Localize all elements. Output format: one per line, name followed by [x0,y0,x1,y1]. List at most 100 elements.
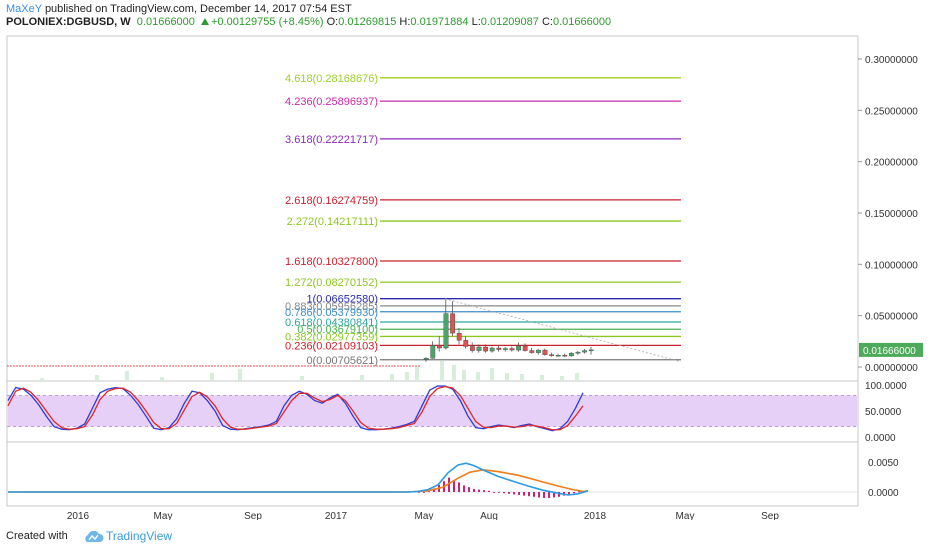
candle-body [503,348,508,350]
candle-body [536,349,541,353]
volume-bar [210,373,214,381]
volume-bar [452,365,456,381]
tradingview-cloud-icon[interactable] [82,530,104,544]
time-axis-label: 2018 [584,511,607,520]
volume-bar [440,361,444,381]
macd-histogram-bar [488,490,490,492]
candle-body [456,332,462,341]
time-axis-label: Sep [761,511,779,520]
high-label: H: [399,16,411,28]
macd-histogram-bar [523,492,525,496]
candle-body [555,354,561,357]
fib-label: 4.618(0.28168676) [285,73,378,85]
time-axis-label: May [154,511,173,520]
tradingview-brand[interactable]: TradingView [106,529,173,543]
candle-body [522,345,528,351]
price-tick-label: 0.30000000 [865,55,918,66]
volume-bar [160,377,164,381]
chart-canvas[interactable]: 4.618(0.28168676) 4.236(0.25896937) 3.618(… [0,0,932,520]
macd-histogram-bar [508,492,510,494]
stochastic-d-line [7,385,584,431]
low-label: L: [471,16,481,28]
stochastic-lines [7,385,584,432]
macd-signal-line [8,468,589,493]
trend-line [444,298,682,363]
created-with-text: Created with [6,530,68,542]
ohlc-line: POLONIEX:DGBUSD, W 0.01666000 +0.0012975… [6,16,611,28]
fib-label: 1.272(0.08270152) [285,277,378,289]
candle-body [549,354,555,356]
price-change: +0.00129755 (+8.45%) [210,16,324,28]
time-axis-label: 2017 [325,511,348,520]
price-tick-label: 0.20000000 [865,158,918,169]
current-price-label: 0.01666000 [863,346,916,357]
macd-histogram-bar [548,492,550,498]
macd-histogram-bar [483,490,485,492]
volume-bar [490,368,494,381]
published-text: published on TradingView.com, December 1… [44,3,352,15]
fib-label: 0.382(0.02977359) [285,331,378,343]
candle-body [542,349,548,355]
macd-histogram-bar [513,492,515,495]
candle-body [575,351,581,354]
macd-histogram-bar [578,491,580,493]
volume-bar [300,376,304,381]
high-value: 0.01971884 [410,16,469,28]
axes: 0.30000000 0.25000000 0.20000000 0.15000000… [67,55,923,520]
volume-bar [462,370,466,381]
close-label: C: [541,16,553,28]
candle-body [588,349,594,352]
macd-histogram-bar [518,492,520,495]
candle-body [509,348,515,351]
candle-body [437,345,442,349]
time-axis-label: May [415,511,434,520]
macd-histogram-bar [418,492,420,493]
candle-body [516,345,522,351]
volume-bar [415,367,419,381]
time-axis-label: Aug [480,511,498,520]
close-value: 0.01666000 [552,16,612,28]
stochastic-band-fill [8,395,857,427]
grid-lines [7,380,858,443]
candle-body [496,347,502,350]
current-price-badge [859,342,923,357]
volume-bar [360,375,364,381]
macd-histogram-bar [558,492,560,497]
volume-bar [505,373,509,381]
candle-body [476,346,482,351]
macd-histogram-bar [458,482,460,492]
macd-line [8,462,589,496]
fib-label: 0(0.00705621) [306,355,378,367]
time-axis-label: May [676,511,695,520]
fib-label: 1(0.06652580) [306,294,378,306]
candle-body [582,350,588,353]
macd-histogram-bar [423,492,425,493]
fib-label: 2.272(0.14217111) [287,216,378,228]
volume-bar [575,373,579,381]
volume-bar [40,378,44,381]
macd-histogram-bar [433,488,435,492]
price-tick-label: 0.10000000 [865,260,918,271]
author-name[interactable]: MaXeY [6,3,42,15]
candle-body [450,313,455,334]
stochastic-tick-label: 50.0000 [865,407,902,418]
footer: Created with TradingView [0,522,932,550]
macd-histogram-bar [528,492,530,497]
macd-tick-label: 0.0050 [868,458,899,469]
candle-body [430,345,436,359]
price-tick-label: 0.00000000 [865,363,918,374]
fib-label: 2.618(0.16274759) [285,195,378,207]
fib-label: 0.618(0.04380841) [285,317,378,329]
chart-frame [6,35,859,507]
stochastic-tick-label: 0.0000 [865,433,896,444]
volume-bars [40,361,579,381]
last-price: 0.01666000 [136,16,195,28]
macd-histogram-bar [473,489,475,492]
macd-histogram-bar [553,492,555,498]
low-value: 0.01209087 [480,16,539,28]
candle-body [489,347,495,352]
macd-histogram-bar [503,492,505,494]
macd-histogram-bar [478,489,480,492]
macd-histogram-bar [493,492,495,493]
price-tick-label: 0.05000000 [865,312,918,323]
